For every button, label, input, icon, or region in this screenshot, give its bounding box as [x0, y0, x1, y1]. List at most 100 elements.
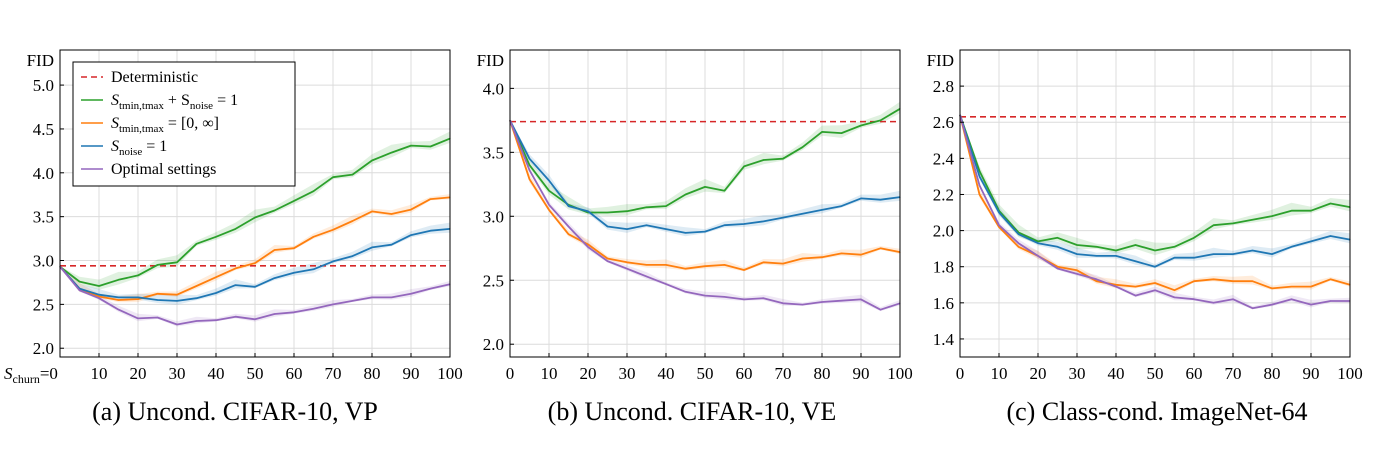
- data-point-optimal: [137, 317, 139, 320]
- data-point-tmin_noise: [1095, 246, 1098, 248]
- data-point-optimal: [1232, 298, 1234, 300]
- legend-rest: + S: [164, 92, 190, 109]
- data-point-tmin_noise: [176, 261, 178, 263]
- y-axis-label: FID: [927, 51, 954, 70]
- data-point-snoise: [548, 179, 550, 182]
- data-point-tmin_noise: [762, 159, 765, 161]
- data-point-tmin_noise: [860, 124, 862, 127]
- data-point-tmin_inf: [312, 236, 315, 238]
- data-point-tmin_noise: [879, 119, 882, 121]
- data-point-tmin_inf: [1193, 280, 1195, 282]
- x-tick-label: 50: [247, 364, 264, 383]
- data-point-tmin_inf: [548, 209, 550, 211]
- data-point-snoise: [410, 234, 412, 236]
- data-point-snoise: [606, 225, 609, 228]
- data-point-tmin_inf: [234, 267, 237, 270]
- x-tick-label: 80: [364, 364, 381, 383]
- legend-symbol: S: [111, 92, 119, 109]
- data-point-tmin_inf: [273, 249, 276, 251]
- data-point-snoise: [273, 277, 276, 279]
- y-tick-label: 2.5: [483, 271, 504, 290]
- data-point-tmin_inf: [645, 264, 648, 266]
- data-point-snoise: [1037, 242, 1039, 244]
- legend-symbol: S: [111, 138, 119, 155]
- data-point-optimal: [332, 303, 334, 305]
- data-point-optimal: [429, 287, 432, 290]
- data-point-tmin_noise: [254, 216, 256, 219]
- x-axis-label-suffix: =0: [40, 364, 58, 383]
- data-point-tmin_noise: [548, 190, 550, 192]
- legend-label-tmin_noise: Stmin,tmax + Snoise = 1: [111, 92, 238, 112]
- data-point-tmin_noise: [1076, 244, 1078, 246]
- data-point-tmin_noise: [821, 131, 823, 133]
- data-point-optimal: [782, 302, 784, 304]
- x-tick-label: 70: [325, 364, 342, 383]
- data-point-tmin_inf: [1290, 285, 1293, 288]
- data-point-snoise: [429, 230, 432, 232]
- y-tick-label: 3.0: [483, 207, 504, 226]
- data-point-snoise: [293, 272, 295, 274]
- data-point-tmin_inf: [723, 264, 726, 266]
- data-point-tmin_inf: [801, 257, 804, 260]
- data-point-tmin_noise: [684, 193, 687, 196]
- data-point-snoise: [1017, 233, 1020, 235]
- data-point-snoise: [176, 300, 178, 302]
- data-point-tmin_noise: [840, 132, 843, 134]
- x-tick-label: 10: [541, 364, 558, 383]
- data-point-optimal: [156, 316, 159, 319]
- data-point-optimal: [879, 309, 882, 311]
- data-point-tmin_inf: [684, 268, 687, 270]
- data-point-tmin_inf: [195, 285, 198, 287]
- legend-symbol: S: [111, 115, 119, 132]
- data-point-optimal: [1251, 307, 1254, 309]
- data-point-tmin_inf: [1310, 285, 1312, 288]
- data-point-snoise: [821, 209, 823, 211]
- legend-label-deterministic: Deterministic: [111, 69, 198, 86]
- data-point-tmin_inf: [98, 295, 100, 298]
- data-point-optimal: [723, 296, 726, 298]
- data-point-tmin_inf: [1095, 280, 1098, 282]
- data-point-tmin_inf: [626, 261, 628, 263]
- data-point-tmin_inf: [410, 209, 412, 211]
- data-point-snoise: [723, 224, 726, 226]
- data-point-tmin_noise: [410, 145, 412, 147]
- data-point-optimal: [293, 311, 295, 313]
- data-point-tmin_noise: [429, 145, 432, 148]
- data-point-tmin_inf: [978, 193, 981, 196]
- data-point-snoise: [1251, 249, 1254, 252]
- y-tick-label: 3.5: [483, 143, 504, 162]
- data-point-tmin_inf: [1056, 266, 1059, 268]
- data-point-optimal: [312, 308, 315, 310]
- data-point-tmin_noise: [78, 280, 81, 283]
- data-point-tmin_noise: [195, 243, 198, 245]
- chart-panel-3: 0 10 20 30 40 50 60 70 80 90 100 1.4 1.6 1.8 2.0 2.2 2.4…: [927, 49, 1363, 426]
- data-point-optimal: [821, 301, 823, 303]
- data-point-snoise: [762, 220, 765, 223]
- data-point-snoise: [1329, 235, 1332, 237]
- data-point-tmin_noise: [1173, 246, 1176, 248]
- data-point-tmin_inf: [762, 261, 765, 263]
- data-point-tmin_inf: [840, 252, 843, 254]
- data-point-snoise: [137, 296, 139, 298]
- legend-subscript-2: noise: [190, 100, 213, 112]
- x-tick-label: 30: [619, 364, 636, 383]
- data-point-optimal: [567, 225, 570, 228]
- legend-text: Deterministic: [111, 69, 198, 86]
- data-point-optimal: [390, 296, 393, 298]
- data-point-optimal: [1076, 273, 1078, 275]
- data-point-snoise: [1232, 253, 1234, 255]
- x-tick-label: 50: [1147, 364, 1164, 383]
- panel-caption: (a) Uncond. CIFAR-10, VP: [92, 397, 378, 426]
- data-point-tmin_inf: [371, 210, 373, 212]
- data-point-snoise: [1290, 246, 1293, 248]
- data-point-tmin_inf: [567, 233, 570, 235]
- data-point-tmin_inf: [606, 257, 609, 260]
- data-point-tmin_noise: [1329, 202, 1332, 205]
- x-tick-label: 0: [506, 364, 515, 383]
- y-tick-label: 2.0: [483, 335, 504, 354]
- data-point-optimal: [1037, 255, 1039, 257]
- data-point-tmin_inf: [390, 213, 393, 215]
- data-point-tmin_inf: [1017, 246, 1020, 248]
- data-point-tmin_inf: [215, 276, 217, 278]
